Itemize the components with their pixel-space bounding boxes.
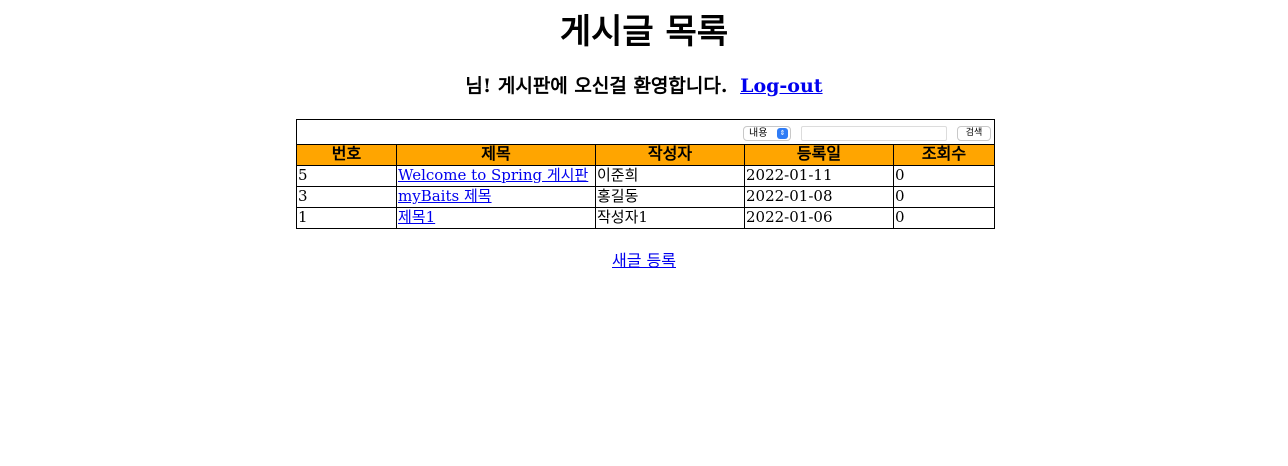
table-header-row: 번호 제목 작성자 등록일 조회수 bbox=[296, 144, 995, 166]
cell-date: 2022-01-11 bbox=[744, 165, 894, 187]
column-header-views: 조회수 bbox=[893, 144, 995, 166]
post-title-link[interactable]: Welcome to Spring 게시판 bbox=[398, 166, 589, 184]
search-type-select[interactable]: 내용 ⇕ bbox=[743, 125, 791, 141]
new-post-area: 새글 등록 bbox=[0, 247, 1288, 271]
post-title-link[interactable]: myBaits 제목 bbox=[398, 187, 492, 205]
column-header-title: 제목 bbox=[396, 144, 596, 166]
cell-date: 2022-01-08 bbox=[744, 186, 894, 208]
cell-title: 제목1 bbox=[396, 207, 596, 229]
cell-no: 3 bbox=[296, 186, 397, 208]
cell-writer: 작성자1 bbox=[595, 207, 745, 229]
column-header-writer: 작성자 bbox=[595, 144, 745, 166]
page-title: 게시글 목록 bbox=[559, 12, 729, 52]
cell-no: 5 bbox=[296, 165, 397, 187]
table-row: 5 Welcome to Spring 게시판 이준희 2022-01-11 0 bbox=[296, 165, 995, 187]
search-button[interactable]: 검색 bbox=[957, 125, 991, 141]
cell-views: 0 bbox=[893, 207, 995, 229]
search-cell: 내용 ⇕ 검색 bbox=[296, 119, 995, 145]
search-input[interactable] bbox=[801, 125, 947, 141]
cell-views: 0 bbox=[893, 186, 995, 208]
cell-no: 1 bbox=[296, 207, 397, 229]
cell-date: 2022-01-06 bbox=[744, 207, 894, 229]
table-row: 1 제목1 작성자1 2022-01-06 0 bbox=[296, 207, 995, 229]
table-row: 3 myBaits 제목 홍길동 2022-01-08 0 bbox=[296, 186, 995, 208]
logout-link[interactable]: Log-out bbox=[740, 75, 823, 97]
column-header-no: 번호 bbox=[296, 144, 397, 166]
cell-writer: 홍길동 bbox=[595, 186, 745, 208]
search-row: 내용 ⇕ 검색 bbox=[296, 119, 995, 145]
welcome-message: 님! 게시판에 오신걸 환영합니다. Log-out bbox=[0, 73, 1288, 99]
welcome-text: 님! 게시판에 오신걸 환영합니다. bbox=[465, 75, 728, 97]
cell-title: Welcome to Spring 게시판 bbox=[396, 165, 596, 187]
post-title-link[interactable]: 제목1 bbox=[398, 208, 436, 226]
select-arrows-icon: ⇕ bbox=[777, 127, 788, 139]
board-table: 내용 ⇕ 검색 번호 제목 작성자 등록일 조회수 5 Welcome to S… bbox=[296, 119, 995, 229]
search-type-value: 내용 bbox=[749, 127, 768, 139]
column-header-date: 등록일 bbox=[744, 144, 894, 166]
cell-writer: 이준희 bbox=[595, 165, 745, 187]
new-post-link[interactable]: 새글 등록 bbox=[612, 251, 676, 270]
cell-views: 0 bbox=[893, 165, 995, 187]
cell-title: myBaits 제목 bbox=[396, 186, 596, 208]
